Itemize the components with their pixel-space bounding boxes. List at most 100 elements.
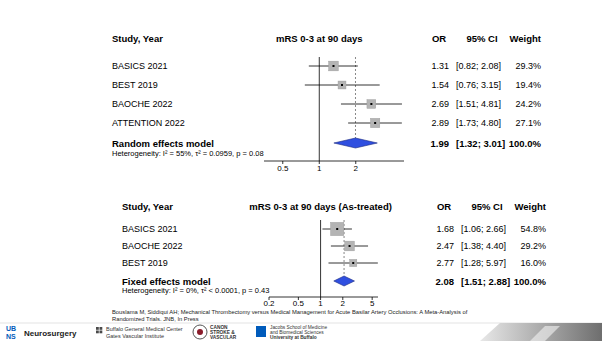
forest-plot: Study, YearmRS 0-3 at 90 daysOR95% CIWei… — [112, 33, 542, 173]
logo-icon — [197, 329, 203, 335]
weight-label: 100.0% — [509, 138, 542, 149]
footer-decor — [530, 326, 560, 341]
weight-label: 29.2% — [520, 241, 546, 251]
study-label: BASICS 2021 — [112, 61, 168, 71]
heterogeneity: Heterogeneity: I² = 55%, τ² = 0.0959, p … — [112, 149, 264, 158]
column-header: Weight — [515, 201, 547, 212]
or-value: 2.69 — [431, 99, 449, 109]
point-estimate — [374, 122, 376, 124]
logo-icon — [100, 331, 103, 334]
logo-icon — [96, 331, 99, 334]
tick-label: 1 — [317, 164, 322, 173]
study-label: BAOCHE 2022 — [112, 99, 173, 109]
footer-band — [0, 323, 602, 341]
weight-label: 27.1% — [515, 118, 541, 128]
or-value: 1.68 — [436, 224, 454, 234]
study-square — [338, 81, 346, 89]
study-square — [370, 118, 379, 127]
weight-label: 29.3% — [515, 61, 541, 71]
ci-line — [322, 229, 351, 230]
study-square — [331, 222, 344, 235]
weight-label: 19.4% — [515, 80, 541, 90]
plot-area — [321, 220, 378, 297]
logo-icon — [193, 325, 207, 339]
tick-label: 2 — [354, 164, 359, 173]
ci-label: [0.82; 2.08] — [456, 61, 501, 71]
plot-title: mRS 0-3 at 90 days (As-treated) — [249, 201, 392, 212]
summary-diamond — [334, 276, 355, 286]
column-header: 95% CI — [471, 201, 502, 212]
or-value: 2.08 — [436, 276, 455, 287]
logo-mark: UB — [6, 325, 16, 332]
ci-label: [0.76; 3.15] — [456, 80, 501, 90]
or-value: 1.31 — [431, 61, 449, 71]
study-square — [345, 241, 355, 251]
point-estimate — [352, 262, 354, 264]
ci-label: [1.32; 3.01] — [456, 138, 505, 149]
logo-icon — [100, 327, 103, 330]
logo-text: Buffalo General Medical Center — [106, 326, 183, 332]
background — [0, 0, 602, 341]
logo-text: VASCULAR — [210, 335, 237, 340]
ci-label: [1.73; 4.80] — [456, 118, 501, 128]
ci-label: [1.51; 4.81] — [456, 99, 501, 109]
tick-label: 0.2 — [263, 299, 275, 308]
or-value: 2.77 — [436, 258, 454, 268]
point-estimate — [336, 228, 338, 230]
plot-title: mRS 0-3 at 90 days — [276, 33, 363, 44]
model-label: Fixed effects model — [122, 276, 211, 287]
or-value: 2.89 — [431, 118, 449, 128]
logo-text: Neurosurgery — [24, 329, 77, 338]
or-value: 1.99 — [431, 138, 450, 149]
study-square — [350, 259, 357, 266]
ci-label: [1.06; 2.66] — [461, 224, 506, 234]
weight-label: 16.0% — [520, 258, 546, 268]
or-value: 2.47 — [436, 241, 454, 251]
slide: Study, Year mRS 0-3 at 90 days OR 95% CI Wei… — [0, 0, 602, 341]
tick-label: 2 — [341, 299, 346, 308]
point-estimate — [349, 245, 351, 247]
citation: Randomized Trials. JNB, In Press — [112, 316, 199, 322]
ci-label: [1.38; 4.40] — [461, 241, 506, 251]
weight-label: 100.0% — [514, 276, 547, 287]
reference-line — [320, 220, 321, 297]
weight-label: 24.2% — [515, 99, 541, 109]
column-header: Weight — [510, 33, 542, 44]
ci-line — [341, 104, 402, 105]
or-value: 1.54 — [431, 80, 449, 90]
logo-text: Gates Vascular Institute — [106, 333, 164, 339]
study-square — [367, 100, 376, 109]
weight-label: 54.8% — [520, 224, 546, 234]
logo-icon — [96, 327, 99, 330]
ci-line — [328, 263, 377, 264]
citation: Bouslama M, Siddiqui AH; Mechanical Thro… — [112, 309, 468, 315]
point-estimate — [341, 84, 343, 86]
footer-decor — [480, 323, 602, 341]
point-estimate — [332, 65, 334, 67]
reference-line — [319, 57, 320, 161]
logo-mark: NS — [6, 333, 16, 340]
tick-label: 1 — [318, 299, 323, 308]
tick-label: 0.5 — [293, 299, 305, 308]
ci-label: [1.51; 2.88] — [461, 276, 510, 287]
column-header: 95% CI — [466, 33, 497, 44]
heterogeneity: Heterogeneity: I² = 0%, τ² < 0.0001, p =… — [122, 286, 269, 295]
x-axis — [264, 161, 404, 162]
point-estimate — [370, 103, 372, 105]
ci-line — [305, 85, 380, 86]
model-label: Random effects model — [112, 138, 214, 149]
study-label: BEST 2019 — [112, 80, 158, 90]
study-label: BEST 2019 — [122, 258, 168, 268]
ci-label: [1.28; 5.97] — [461, 258, 506, 268]
column-header: OR — [432, 33, 446, 44]
study-label: BAOCHE 2022 — [122, 241, 183, 251]
footer: UBNS Neurosurgery Buffalo General Medical … — [0, 323, 602, 341]
ci-line — [331, 246, 368, 247]
summary-diamond — [334, 138, 377, 148]
forest-plot: Study, Year mRS 0-3 at 90 days (As-treate… — [122, 201, 547, 308]
study-label: ATTENTION 2022 — [112, 118, 185, 128]
plot-area — [305, 57, 402, 161]
column-header: Study, Year — [122, 201, 173, 212]
tick-label: 0.5 — [277, 164, 289, 173]
x-axis — [269, 297, 378, 298]
